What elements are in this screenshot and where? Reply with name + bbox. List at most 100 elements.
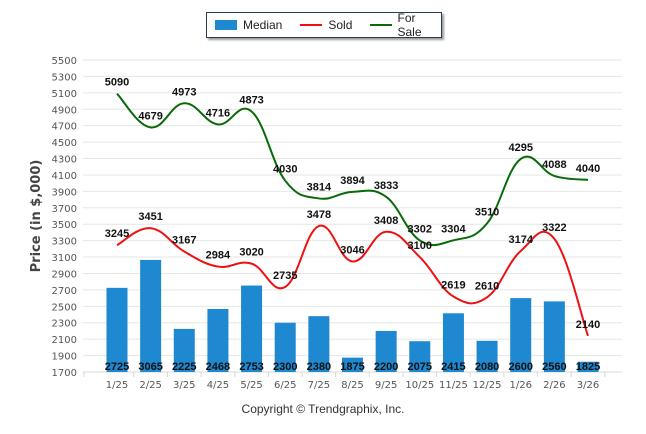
- for-sale-data-label: 3302: [408, 223, 432, 235]
- sold-data-label: 3020: [239, 247, 263, 259]
- sold-data-label: 3451: [138, 211, 162, 223]
- x-tick-label: 6/25: [274, 380, 296, 391]
- median-data-label: 1875: [340, 361, 364, 373]
- median-data-label: 2600: [508, 361, 532, 373]
- for-sale-data-label: 3833: [374, 180, 398, 192]
- for-sale-data-label: 3304: [441, 223, 466, 235]
- y-tick-label: 2500: [52, 302, 77, 313]
- y-tick-label: 5100: [52, 89, 77, 100]
- gridlines: [83, 59, 622, 373]
- for-sale-data-label: 3814: [307, 181, 332, 193]
- sold-data-label: 3174: [508, 234, 533, 246]
- median-bar: [577, 361, 599, 372]
- for-sale-data-label: 4973: [172, 86, 196, 98]
- median-data-label: 2075: [408, 361, 432, 373]
- for-sale-data-label: 5090: [105, 77, 129, 89]
- x-tick-label: 4/25: [207, 380, 229, 391]
- median-data-label: 1825: [576, 361, 600, 373]
- sold-data-label: 2984: [206, 250, 231, 262]
- median-data-label: 2725: [105, 361, 129, 373]
- x-tick-label: 3/25: [173, 380, 195, 391]
- y-tick-label: 2300: [52, 319, 77, 330]
- y-tick-label: 4100: [52, 171, 77, 182]
- legend-item-median[interactable]: Median: [215, 18, 282, 32]
- y-axis-label: Price (in $,000): [29, 160, 44, 273]
- x-axis-ticks: 1/25 2/25 3/25 4/25 5/25 6/25 7/25 8/25 9/25 10/2…: [83, 371, 622, 391]
- sold-data-label: 2735: [273, 270, 297, 282]
- y-tick-label: 3100: [52, 253, 77, 264]
- median-bar: [173, 328, 195, 372]
- y-tick-label: 2700: [52, 286, 77, 297]
- legend-label-for-sale: For Sale: [397, 11, 422, 39]
- y-tick-label: 4900: [52, 105, 77, 116]
- sold-data-label: 3478: [307, 209, 331, 221]
- x-tick-label: 12/25: [473, 380, 502, 391]
- for-sale-data-label: 4295: [508, 142, 532, 154]
- median-bar: [442, 313, 464, 372]
- sold-data-label: 3245: [105, 228, 129, 240]
- x-tick-label: 3/26: [577, 380, 599, 391]
- median-data-label: 2225: [172, 361, 196, 373]
- sold-data-label: 2140: [576, 319, 600, 331]
- median-bar: [140, 259, 162, 372]
- sold-data-label: 2619: [441, 280, 465, 292]
- sold-data-label: 3322: [542, 222, 566, 234]
- median-bar: [106, 287, 128, 372]
- x-tick-label: 5/25: [240, 380, 262, 391]
- median-data-label: 2300: [273, 361, 297, 373]
- for-sale-data-label: 3894: [340, 175, 365, 187]
- x-tick-label: 9/25: [375, 380, 397, 391]
- sold-data-label: 2610: [475, 280, 499, 292]
- y-axis-ticks: 1700 1900 2100 2300 2500 2700 2900 3100 3300 3500…: [52, 56, 77, 379]
- x-tick-label: 7/25: [308, 380, 330, 391]
- for-sale-data-label: 4088: [542, 159, 566, 171]
- legend-swatch-median: [215, 20, 237, 30]
- chart-legend: Median Sold For Sale: [206, 11, 442, 39]
- legend-label-sold: Sold: [328, 18, 353, 32]
- x-tick-label: 11/25: [439, 380, 468, 391]
- median-data-label: 2468: [206, 361, 230, 373]
- y-tick-label: 3900: [52, 187, 77, 198]
- sold-data-label: 3100: [408, 240, 432, 252]
- y-tick-label: 3700: [52, 204, 77, 215]
- for-sale-line: [116, 92, 589, 247]
- median-data-label: 3065: [138, 361, 162, 373]
- median-bar: [543, 301, 565, 372]
- legend-item-sold[interactable]: Sold: [300, 18, 352, 32]
- legend-item-for-sale[interactable]: For Sale: [370, 11, 441, 39]
- y-tick-label: 3500: [52, 220, 77, 231]
- for-sale-data-label: 4716: [206, 107, 230, 119]
- legend-swatch-for-sale: [370, 24, 392, 26]
- y-tick-label: 4500: [52, 138, 77, 149]
- sold-data-label: 3167: [172, 235, 196, 247]
- y-tick-label: 5300: [52, 72, 77, 83]
- legend-swatch-sold: [300, 24, 323, 26]
- x-tick-label: 2/26: [543, 380, 565, 391]
- x-tick-label: 8/25: [341, 380, 363, 391]
- y-tick-label: 4300: [52, 155, 77, 166]
- median-data-label: 2200: [374, 361, 398, 373]
- median-bar: [241, 285, 263, 372]
- trend-lines: [116, 92, 589, 337]
- x-tick-label: 10/25: [405, 380, 434, 391]
- median-bar: [342, 357, 363, 372]
- median-bar: [510, 298, 532, 372]
- median-data-label: 2415: [441, 361, 465, 373]
- sold-data-label: 3046: [340, 244, 364, 256]
- for-sale-data-label: 4873: [239, 94, 263, 106]
- median-bar: [308, 316, 330, 372]
- x-tick-label: 2/25: [139, 380, 161, 391]
- median-bar: [476, 340, 498, 372]
- copyright-text: Copyright © Trendgraphix, Inc.: [241, 402, 405, 416]
- median-data-label: 2080: [475, 361, 499, 373]
- legend-label-median: Median: [243, 18, 283, 32]
- y-tick-label: 4700: [52, 122, 77, 133]
- median-data-label: 2560: [542, 361, 566, 373]
- for-sale-data-label: 4030: [273, 164, 297, 176]
- median-data-label: 2753: [239, 361, 263, 373]
- median-data-label: 2380: [307, 361, 331, 373]
- y-tick-label: 2900: [52, 269, 77, 280]
- for-sale-data-label: 4040: [576, 163, 600, 175]
- sold-line: [116, 224, 589, 337]
